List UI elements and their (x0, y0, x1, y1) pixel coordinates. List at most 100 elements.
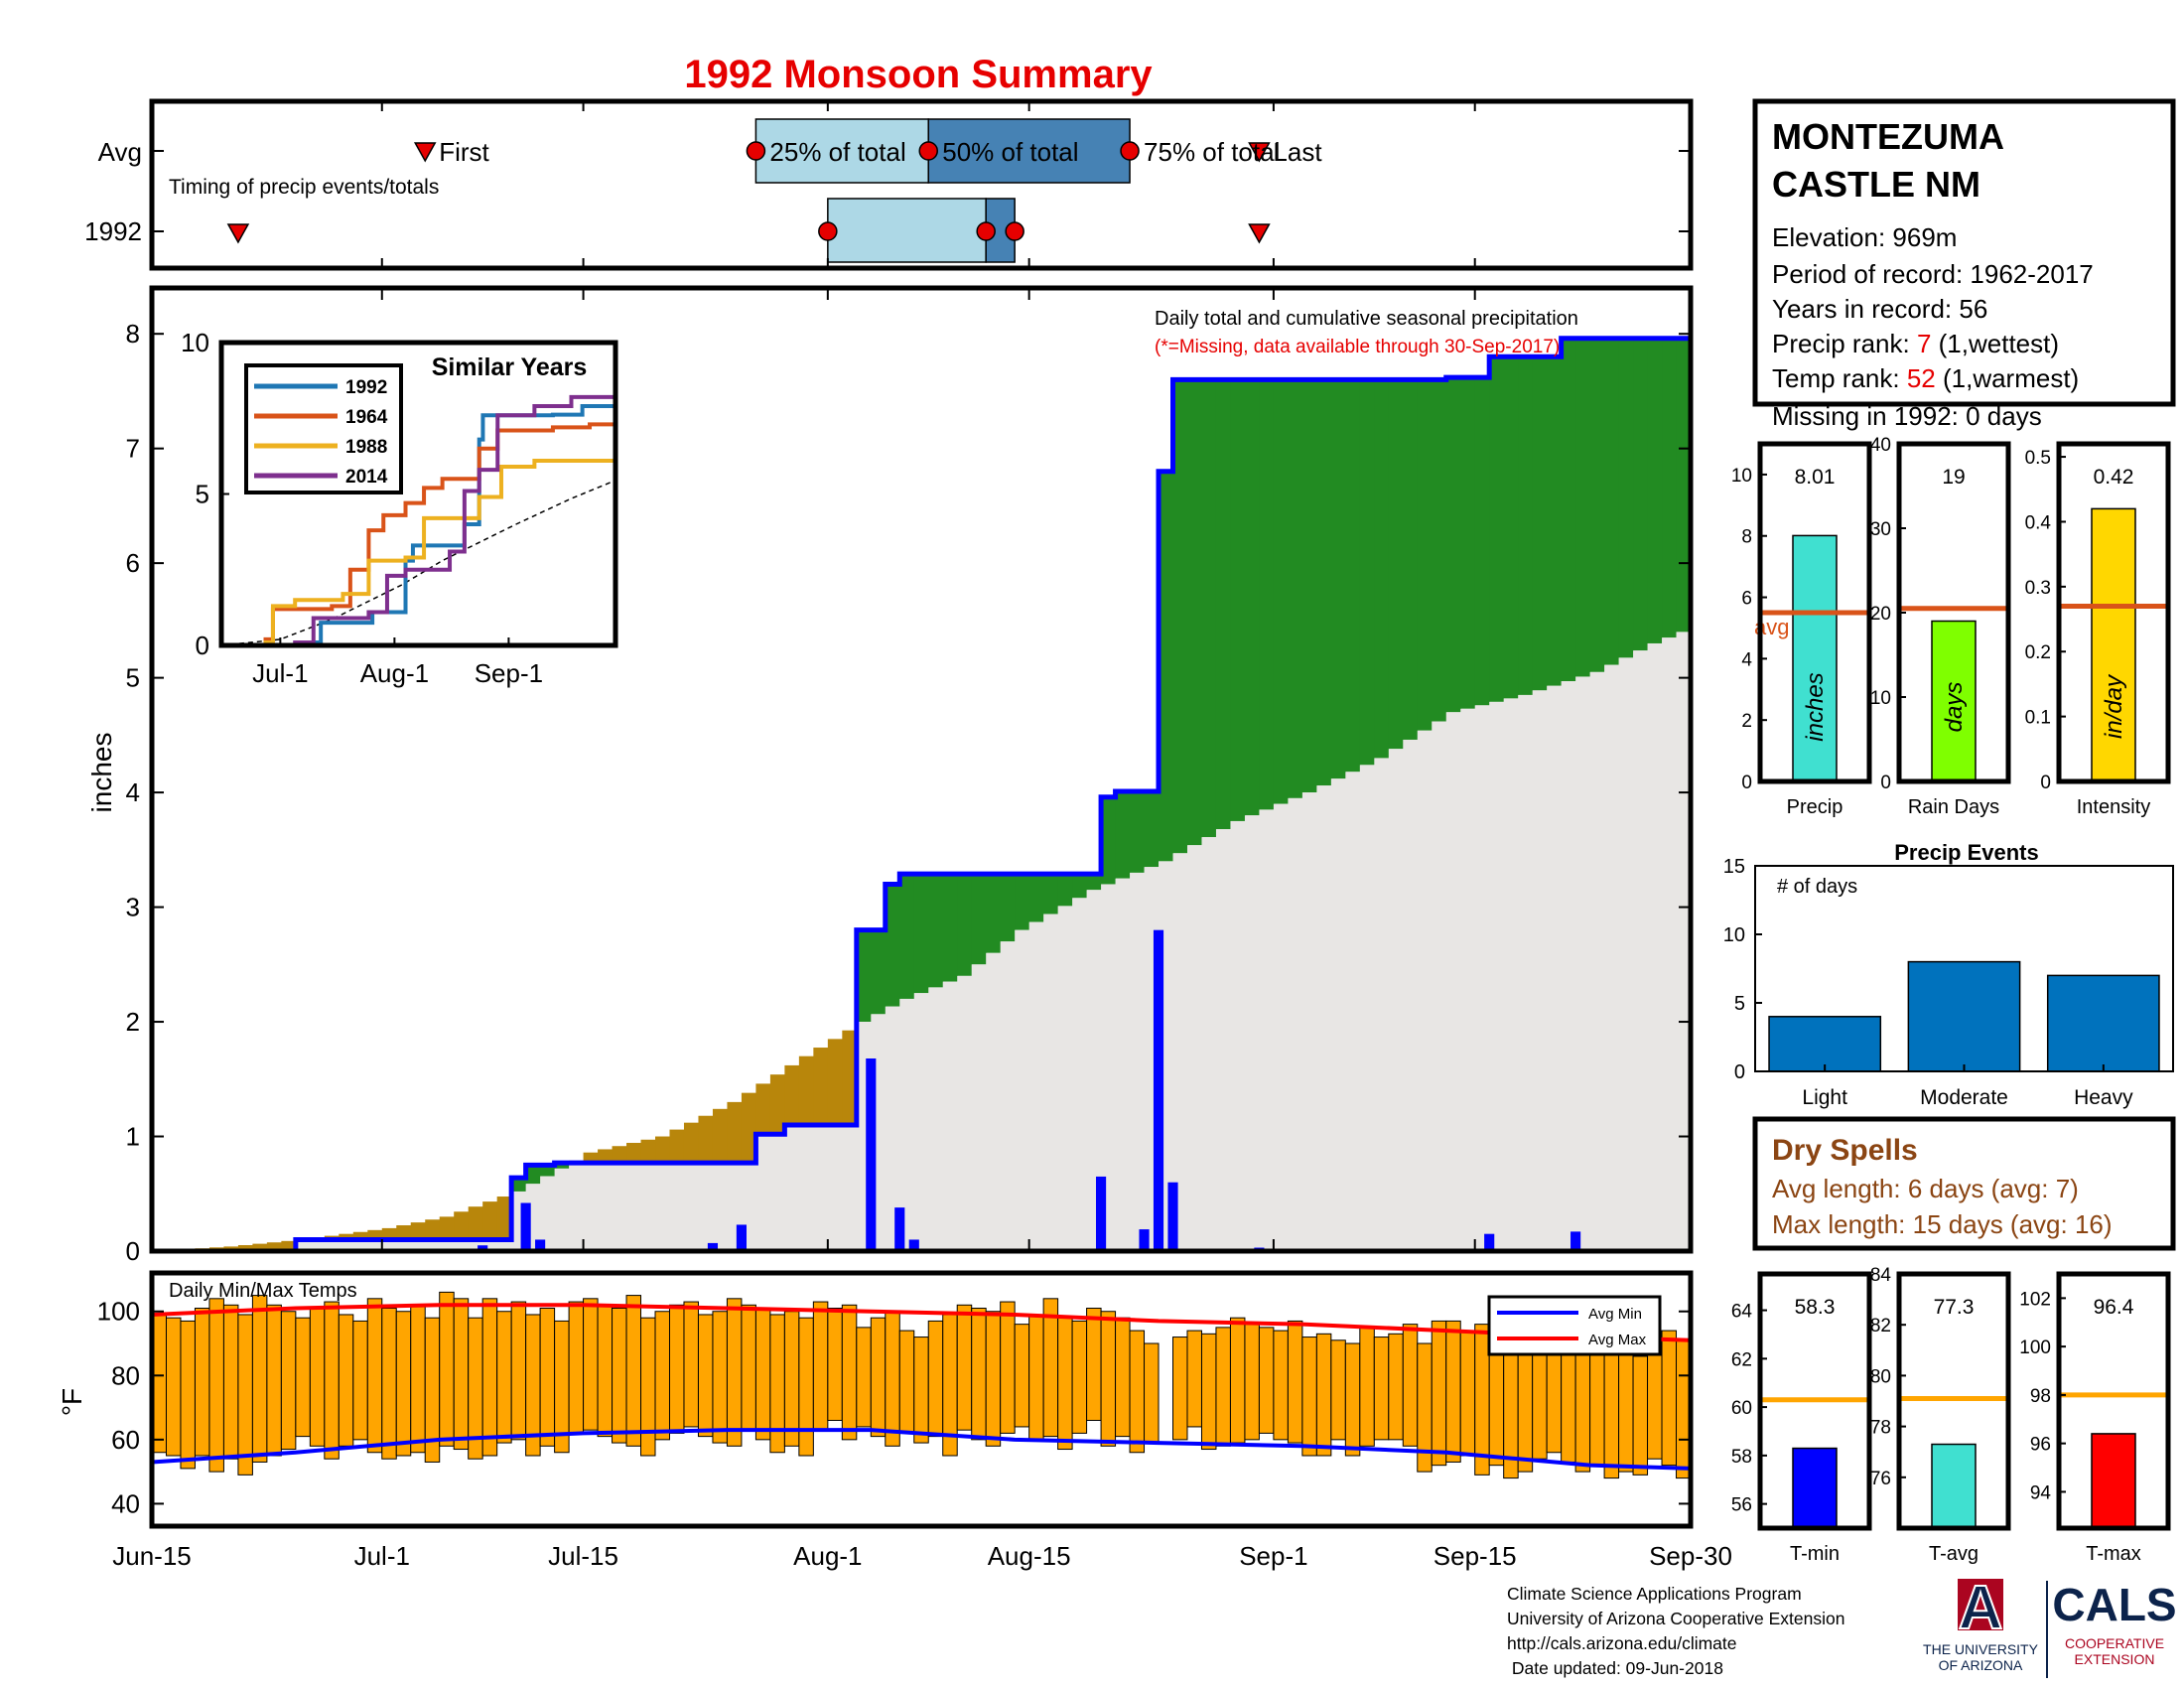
temps-legend-box (1487, 1295, 1662, 1356)
avg-cumulative-area (971, 964, 987, 1251)
panel-y-tick-label: 0.4 (2025, 512, 2052, 533)
below-avg-fill (410, 1222, 426, 1240)
above-avg-fill (540, 1165, 556, 1177)
panel-y-tick-label: 0.3 (2025, 578, 2051, 599)
panel-y-tick-label: 10 (1870, 688, 1891, 709)
panel-value-bar (2091, 507, 2136, 782)
y-tick-label: 0 (126, 1236, 140, 1266)
daily-temp-bar (741, 1304, 756, 1431)
daily-temp-bar (237, 1314, 253, 1476)
daily-temp-bar (1330, 1339, 1346, 1441)
timing-panel: Avg 1992 Timing of precip events/totals … (84, 98, 1694, 271)
avg-cumulative-area (1359, 765, 1375, 1251)
timing-caption: Timing of precip events/totals (169, 176, 439, 199)
footer-line3: http://cals.arizona.edu/climate (1507, 1633, 1737, 1653)
avg-cumulative-area (1345, 772, 1361, 1251)
daily-temp-bar (971, 1308, 987, 1441)
daily-temp-bar (1561, 1348, 1576, 1463)
temps-y-tick-label: 100 (97, 1297, 140, 1327)
above-avg-fill (1215, 379, 1231, 830)
above-avg-fill (1159, 471, 1174, 862)
avg-cumulative-area (1000, 941, 1016, 1251)
daily-temp-bar (1402, 1324, 1419, 1447)
below-avg-fill (381, 1227, 397, 1240)
avg-cumulative-area (1445, 712, 1461, 1251)
daily-precip-bar (707, 1242, 719, 1251)
footer-line4: Date updated: 09-Jun-2018 (1507, 1658, 1723, 1678)
avg-cumulative-area (1086, 890, 1102, 1251)
inset-y-tick-label: 0 (196, 631, 209, 660)
panel-y-tick-label: 80 (1870, 1366, 1891, 1387)
ua-logo-block (1958, 1579, 2003, 1630)
avg-cumulative-area (1072, 898, 1088, 1251)
panel-label: T-avg (1929, 1543, 1979, 1565)
cals-logo-text: CALS (2052, 1579, 2176, 1630)
above-avg-fill (1015, 874, 1030, 930)
below-avg-fill (669, 1129, 685, 1164)
panel-bar-text: inches (1802, 672, 1829, 741)
panel-value-label: 8.01 (1795, 466, 1836, 489)
below-avg-fill (252, 1243, 268, 1251)
above-avg-fill (1474, 377, 1490, 706)
daily-temp-bar (1215, 1327, 1231, 1447)
avg-cumulative-area (1403, 739, 1419, 1251)
avg-cumulative-area (683, 1163, 699, 1251)
events-y-tick-label: 10 (1723, 924, 1745, 946)
main-fill-layer (166, 338, 1692, 1251)
avg-cumulative-area (1244, 815, 1260, 1251)
above-avg-fill (525, 1165, 541, 1185)
below-avg-fill (237, 1244, 253, 1251)
daily-temp-bar (1431, 1320, 1447, 1467)
avg-cumulative-area (396, 1239, 412, 1251)
year-p50-marker (976, 221, 996, 241)
daily-temp-bar (1632, 1355, 1649, 1476)
above-avg-fill (1130, 790, 1146, 873)
daily-temp-bar (1647, 1342, 1663, 1460)
daily-temp-bar (798, 1317, 814, 1457)
dry-avg-length: Avg length: 6 days (avg: 7) (1772, 1174, 2079, 1203)
below-avg-fill (842, 1030, 858, 1125)
x-tick-label: Sep-30 (1649, 1541, 1732, 1571)
avg-cumulative-area (1172, 853, 1188, 1251)
daily-temp-bar (726, 1298, 743, 1447)
below-avg-fill (655, 1136, 670, 1164)
above-avg-fill (1589, 338, 1605, 672)
station-name-line1: MONTEZUMA (1772, 116, 2004, 157)
station-period: Period of record: 1962-2017 (1772, 259, 2094, 289)
below-avg-fill (741, 1092, 756, 1164)
avg-cumulative-area (540, 1176, 556, 1251)
daily-temp-bar (754, 1308, 771, 1441)
avg-cumulative-area (583, 1163, 599, 1251)
daily-temp-bar (1200, 1333, 1217, 1451)
daily-temp-bar (1071, 1320, 1088, 1434)
avg-cumulative-area (612, 1163, 627, 1251)
daily-temp-bar (668, 1304, 685, 1434)
above-avg-fill (1201, 379, 1217, 838)
daily-temp-bar (1517, 1345, 1534, 1473)
avg-cumulative-area (1388, 749, 1404, 1251)
avg-cumulative-area (367, 1239, 383, 1251)
above-avg-fill (1273, 379, 1289, 804)
events-x-tick-label: Moderate (1920, 1086, 2008, 1109)
daily-temp-bar (913, 1336, 929, 1444)
temps-frame (149, 1270, 1694, 1529)
daily-temp-bar (1589, 1342, 1605, 1467)
daily-temp-bar (1359, 1327, 1375, 1447)
temps-axes: 40 60 80 100 (97, 1297, 1691, 1518)
year-p25-marker (818, 221, 838, 241)
avg-cumulative-area (813, 1124, 829, 1251)
temps-y-tick-label: 80 (111, 1360, 140, 1390)
avg-p50-label: 50% of total (942, 137, 1078, 167)
inset-legend-label: 1992 (345, 377, 387, 398)
above-avg-fill (1575, 338, 1591, 677)
daily-precip-bar (1570, 1231, 1581, 1251)
inset-legend-label: 2014 (345, 467, 388, 488)
avg-cumulative-area (885, 1006, 900, 1251)
figure-title: 1992 Monsoon Summary (684, 53, 1153, 96)
below-avg-fill (727, 1101, 743, 1164)
events-y-tick-label: 5 (1734, 993, 1745, 1015)
avg-cumulative-area (482, 1239, 498, 1251)
panel-y-tick-label: 0.5 (2025, 448, 2051, 469)
